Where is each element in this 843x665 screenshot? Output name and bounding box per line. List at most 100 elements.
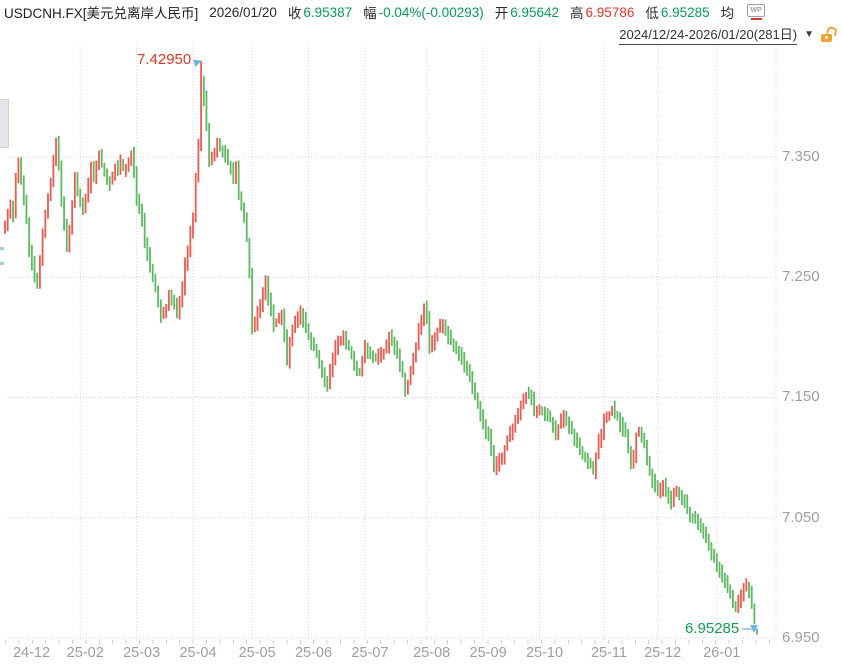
ohlc-bar — [578, 437, 581, 456]
ohlc-bar — [581, 446, 584, 460]
ohlc-bar — [396, 340, 399, 359]
ohlc-bar — [471, 371, 474, 395]
ma-label: 均 — [720, 6, 735, 21]
ohlc-bar — [178, 295, 181, 320]
wp-monitor-stand — [750, 18, 762, 20]
ohlc-bar — [541, 406, 544, 416]
ohlc-bar — [151, 263, 154, 283]
ohlc-bar — [417, 323, 420, 351]
x-axis-label: 25-06 — [294, 645, 333, 661]
candlesticks — [4, 61, 758, 635]
ohlc-bar — [331, 352, 334, 378]
ohlc-bar — [439, 318, 442, 333]
ohlc-bar — [482, 409, 485, 430]
ohlc-bar — [227, 149, 229, 165]
ohlc-bar — [114, 163, 117, 181]
ohlc-bar — [154, 274, 157, 293]
symbol-title[interactable]: USDCNH.FX[美元兑离岸人民币] — [4, 6, 199, 21]
ohlc-bar — [41, 228, 44, 266]
ohlc-bar — [71, 200, 74, 235]
ohlc-bar — [691, 513, 694, 523]
ohlc-bar — [350, 346, 353, 360]
ohlc-bar — [270, 292, 272, 317]
ohlc-bar — [501, 452, 503, 465]
x-axis-label: 25-03 — [123, 645, 161, 661]
ohlc-bar — [646, 439, 648, 466]
ohlc-bar — [170, 289, 173, 306]
ohlc-bar — [570, 420, 573, 435]
chevron-down-icon[interactable]: ▼ — [804, 28, 814, 40]
ohlc-bar — [431, 335, 433, 353]
ohlc-bar — [428, 311, 431, 354]
date-range-selector[interactable]: 2024/12/24-2026/01/20(281日) — [619, 24, 798, 45]
ohlc-bar — [492, 445, 495, 473]
ohlc-bar — [205, 90, 208, 132]
ohlc-bar — [546, 408, 549, 422]
ohlc-bar — [76, 172, 79, 197]
x-axis-label: 25-02 — [66, 645, 104, 661]
ohlc-bar — [718, 561, 721, 578]
ohlc-bar — [286, 329, 288, 366]
ohlc-bar — [73, 172, 76, 208]
ohlc-bar — [245, 212, 248, 242]
ohlc-bar — [715, 553, 718, 572]
x-axis-label: 25-07 — [351, 645, 389, 661]
ohlc-bar — [624, 422, 627, 438]
ohlc-bar — [127, 157, 130, 172]
ohlc-bar — [299, 305, 302, 325]
ohlc-bar — [632, 449, 635, 469]
ohlc-bar — [401, 361, 404, 378]
close-label: 收 — [287, 6, 302, 21]
ohlc-bar — [275, 318, 278, 328]
ohlc-bar — [380, 346, 382, 363]
lock-open-icon[interactable] — [821, 25, 838, 42]
ohlc-bar — [57, 135, 60, 171]
ohlc-bar — [742, 583, 745, 602]
ohlc-bar — [4, 220, 6, 234]
ohlc-bar — [576, 432, 579, 449]
ohlc-bar — [17, 157, 20, 184]
ohlc-bar — [686, 494, 689, 514]
ohlc-bar — [369, 346, 372, 360]
ohlc-bar — [732, 589, 734, 609]
ohlc-bar — [554, 420, 557, 441]
y-axis-label: 6.950 — [782, 628, 820, 646]
ohlc-bar — [347, 340, 350, 351]
ohlc-bar — [519, 400, 522, 421]
ohlc-bar — [25, 194, 28, 225]
ohlc-bar — [412, 352, 415, 375]
ohlc-bar — [259, 299, 262, 318]
ohlc-bar — [240, 191, 243, 211]
ohlc-bar — [318, 350, 321, 369]
ohlc-bar — [49, 177, 52, 202]
open-label: 开 — [494, 6, 509, 21]
ohlc-bar — [748, 581, 750, 599]
ohlc-bar — [597, 433, 600, 460]
ohlc-bar — [176, 297, 178, 319]
ohlc-bar — [385, 339, 388, 354]
ohlc-bar — [111, 171, 114, 185]
ohlc-bar — [361, 356, 364, 377]
ohlc-bar — [635, 432, 638, 463]
ohlc-bar — [568, 416, 570, 434]
ohlc-bar — [723, 572, 726, 589]
ohlc-bar — [498, 453, 501, 472]
ohlc-bar — [304, 311, 307, 334]
ohlc-bar — [167, 289, 170, 311]
ohlc-bar — [60, 160, 63, 207]
ohlc-bar — [192, 212, 194, 239]
ohlc-bar — [22, 175, 25, 206]
ohlc-bar — [355, 360, 358, 377]
ohlc-bar — [557, 424, 560, 441]
ohlc-bar — [699, 518, 702, 533]
ohlc-bar — [589, 458, 592, 469]
ohlc-bar — [423, 303, 425, 326]
ohlc-bar — [605, 411, 608, 424]
ohlc-bar — [640, 426, 643, 443]
ohlc-bar — [621, 416, 624, 437]
ohlc-bar — [181, 281, 184, 308]
ohlc-bar — [689, 506, 691, 523]
ohlc-bar — [14, 173, 17, 219]
